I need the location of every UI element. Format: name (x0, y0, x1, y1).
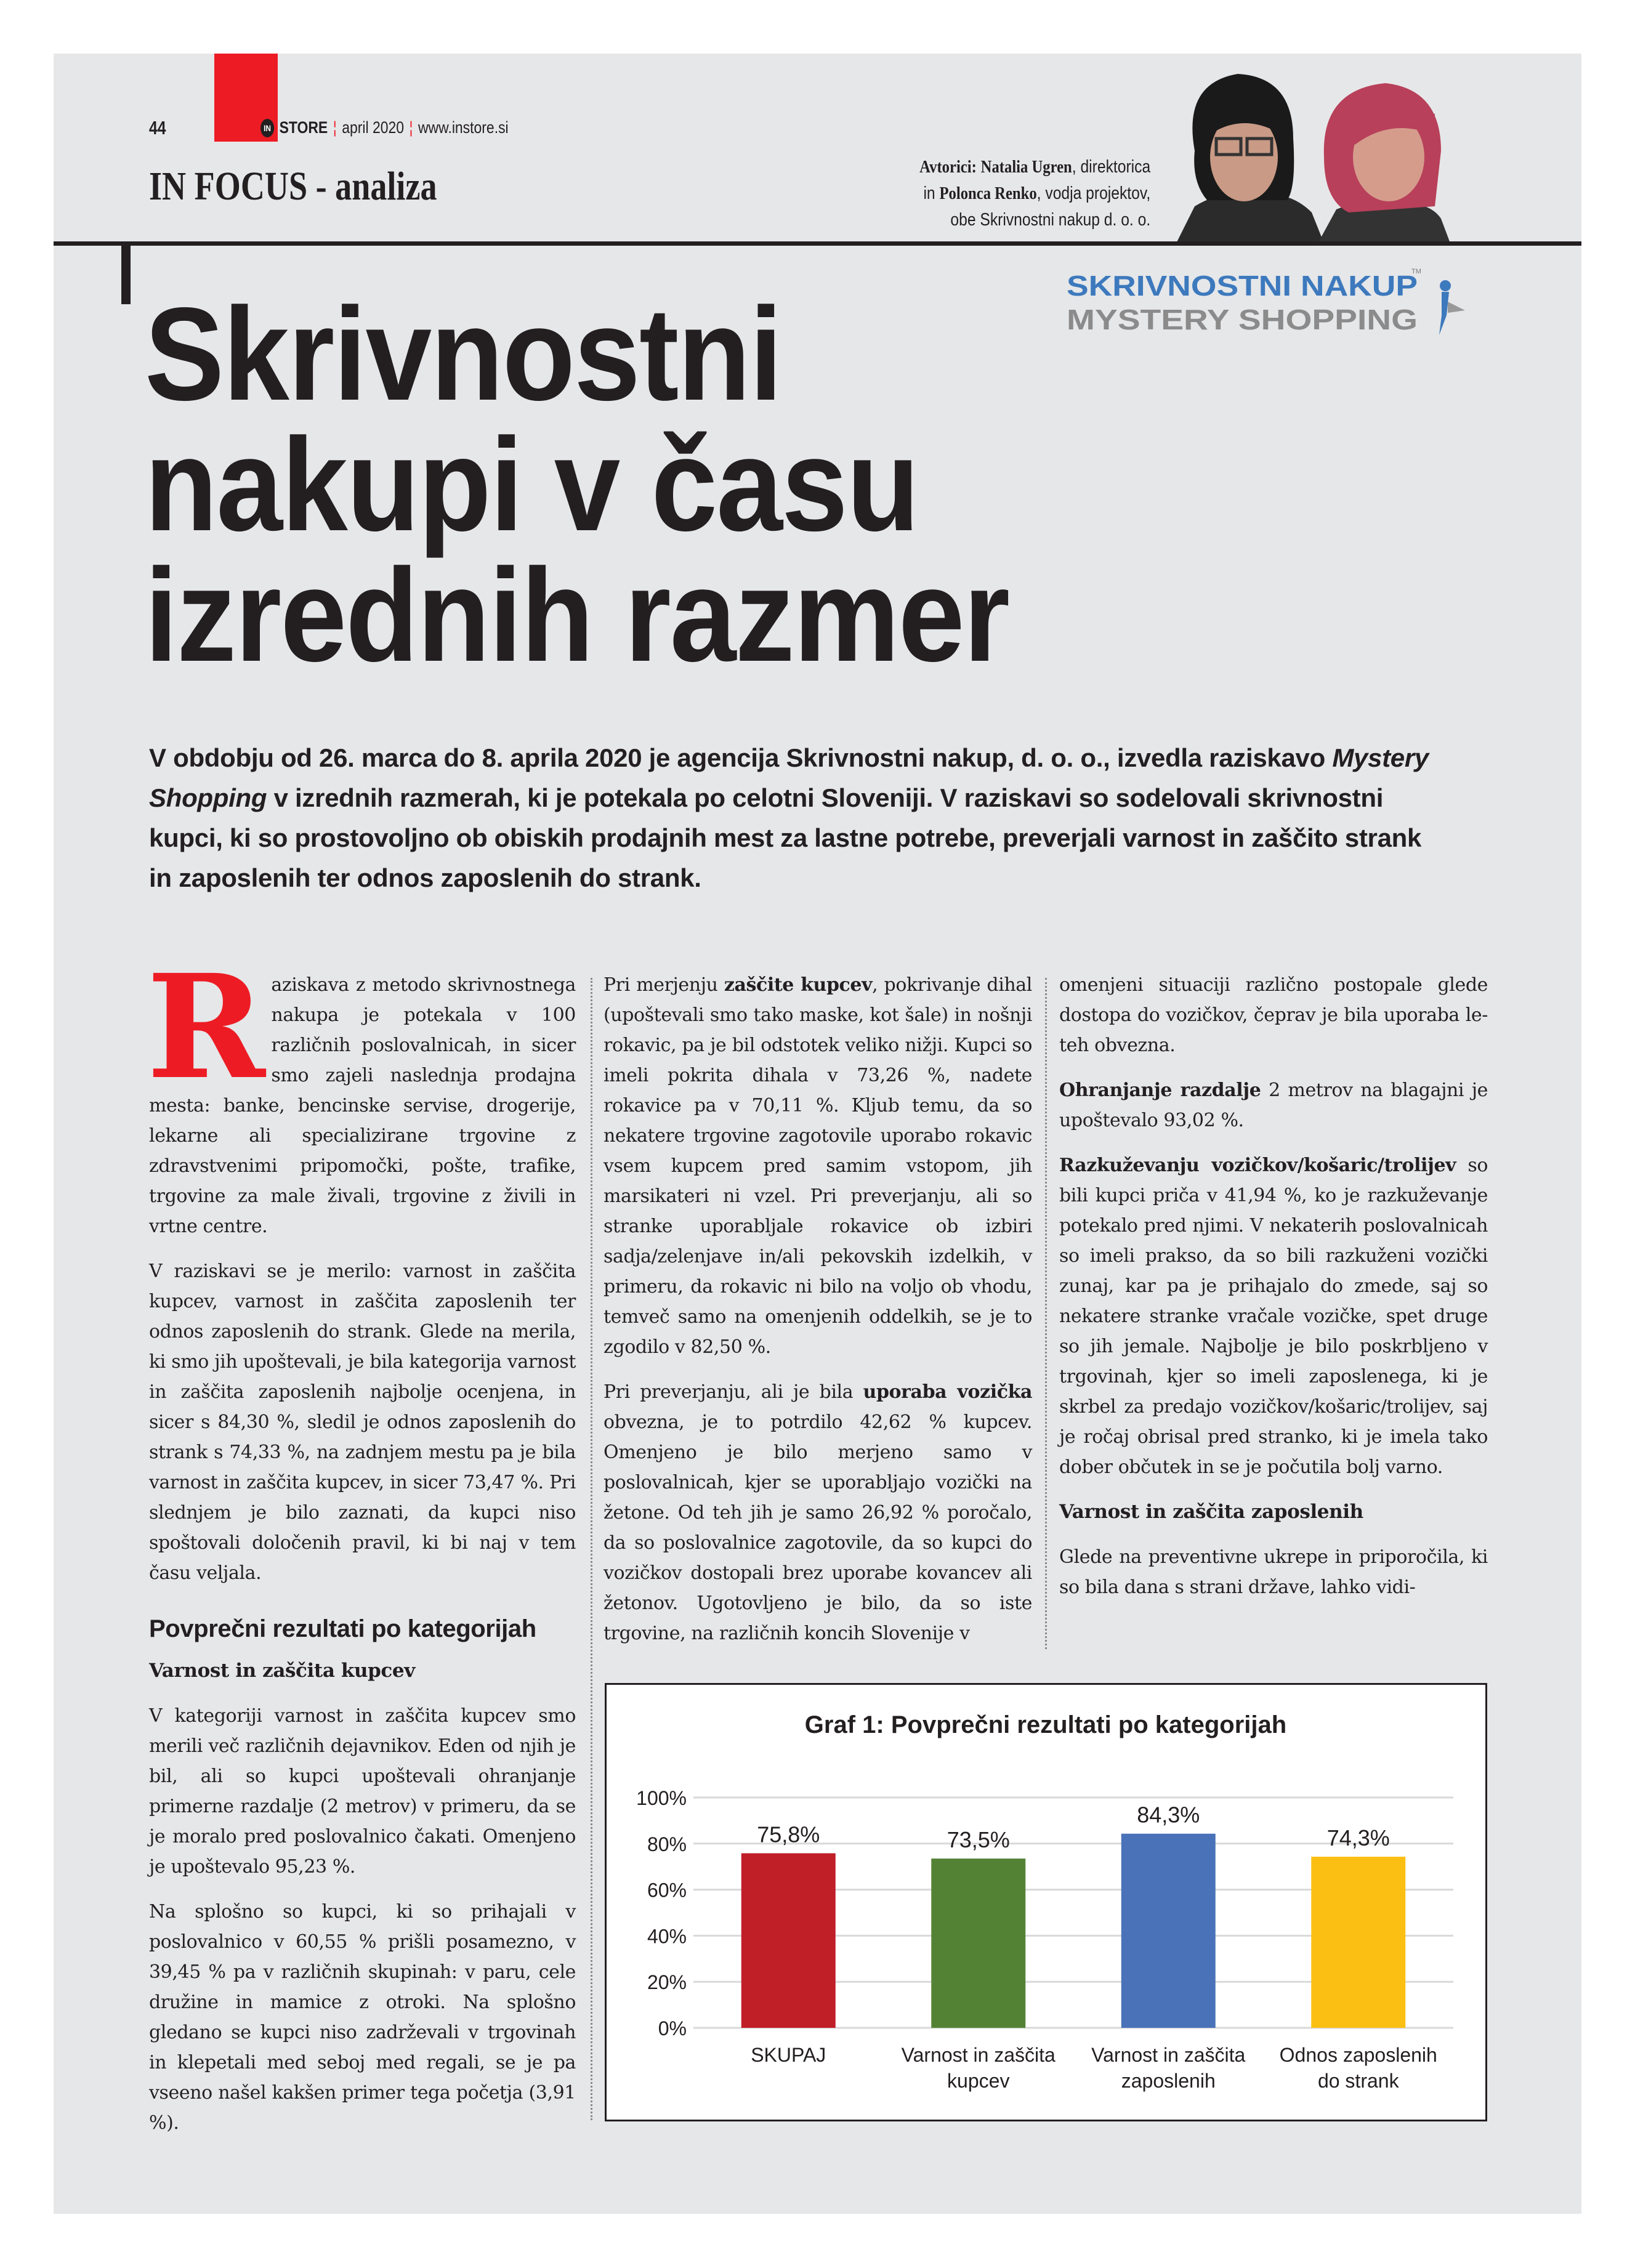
bold-phrase: uporaba vozička (863, 1381, 1033, 1403)
data-label: 75,8% (757, 1822, 820, 1847)
y-tick-label: 0% (658, 2017, 687, 2040)
subsection-heading: Varnost in zaščita zaposlenih (1059, 1501, 1363, 1523)
body-text: obvezna, je to potrdilo 42,62 % kupcev. … (604, 1411, 1032, 1644)
title-line: Skrivnostni (145, 280, 783, 428)
logo-line-1: SKRIVNOSTNI NAKUP (1067, 270, 1418, 302)
data-label: 84,3% (1137, 1802, 1200, 1828)
logo-line-2: MYSTERY SHOPPING (1067, 304, 1418, 336)
lead-text: v izrednih razmerah, ki je potekala po c… (149, 783, 1422, 892)
body-text: Na splošno so kupci, ki so prihajali v p… (149, 1901, 576, 2134)
body-paragraph: Glede na preventivne ukrepe in priporoči… (1059, 1542, 1488, 1602)
bar (741, 1853, 836, 2028)
author-name: Natalia Ugren (980, 157, 1072, 177)
body-paragraph: V raziskavi se je merilo: varnost in zaš… (149, 1256, 576, 1588)
bar-chart: Graf 1: Povprečni rezultati po kategorij… (605, 1683, 1487, 2121)
drop-cap: R (147, 943, 265, 1111)
logo-trademark: TM (1411, 268, 1421, 275)
body-paragraph: omenjeni situaciji različno postopale gl… (1059, 970, 1488, 1060)
title-line: nakupi v času (145, 410, 919, 559)
body-paragraph: Pri merjenju zaščite kupcev, pokrivanje … (604, 970, 1032, 1362)
article-title: Skrivnostni nakupi v času izrednih razme… (145, 280, 1010, 689)
author-photo-1 (1176, 74, 1324, 243)
page-number: 44 (149, 117, 166, 139)
body-paragraph: Razkuževanju vozičkov/košaric/trolijev s… (1059, 1150, 1488, 1482)
category-label: SKUPAJ (751, 2044, 826, 2066)
body-text: V kategoriji varnost in zaščita kupcev s… (149, 1705, 576, 1878)
body-paragraph: Ohranjanje razdalje 2 metrov na blagajni… (1059, 1075, 1488, 1136)
y-tick-label: 100% (636, 1787, 687, 1809)
article-column-2: Pri merjenju zaščite kupcev, pokrivanje … (604, 970, 1032, 1663)
category-label: Varnost in zaščita (902, 2044, 1056, 2066)
body-text: 2 metrov na blagajni je upoštevalo 93,02… (1059, 1080, 1488, 1131)
body-paragraph: Na splošno so kupci, ki so prihajali v p… (149, 1897, 576, 2138)
body-text: aziskava z metodo skrivnostnega nakupa j… (149, 974, 576, 1237)
column-divider (1045, 978, 1047, 1649)
category-label: Varnost in zaščita (1091, 2044, 1245, 2066)
y-tick-label: 40% (647, 1925, 687, 1947)
masthead: IN STORE ¦ april 2020 ¦ www.instore.si (260, 118, 509, 137)
mystery-shopping-logo: SKRIVNOSTNI NAKUP MYSTERY SHOPPING TM (1067, 268, 1465, 336)
y-tick-label: 60% (647, 1879, 687, 1902)
separator: ¦ (333, 118, 337, 137)
category-label: Odnos zaposlenih (1280, 2044, 1437, 2066)
author-photos (1176, 74, 1450, 243)
category-label: do strank (1318, 2070, 1400, 2092)
bar (1311, 1857, 1406, 2028)
body-text: Pri merjenju (604, 974, 724, 996)
bar (931, 1858, 1026, 2028)
subsection-heading: Varnost in zaščita kupcev (149, 1660, 415, 1682)
byline-label: Avtorici: (919, 157, 977, 177)
bold-phrase: zaščite kupcev (724, 974, 873, 996)
y-tick-label: 20% (647, 1971, 687, 1993)
author-role: , vodja projektov, (1036, 184, 1150, 203)
section-heading: Povprečni rezultati po kategorijah (149, 1615, 536, 1642)
byline-joiner: in (923, 184, 940, 203)
bar (1121, 1833, 1216, 2028)
body-text: Pri preverjanju, ali je bila (604, 1381, 863, 1403)
data-label: 74,3% (1327, 1825, 1390, 1850)
data-label: 73,5% (947, 1827, 1010, 1852)
lead-text: V obdobju od 26. marca do 8. aprila 2020… (149, 743, 1333, 772)
brand-name: STORE (279, 118, 328, 137)
category-label: zaposlenih (1121, 2070, 1216, 2092)
chart-canvas: Graf 1: Povprečni rezultati po kategorij… (636, 1711, 1453, 2092)
running-figure-icon (1439, 280, 1465, 335)
body-text: , pokrivanje dihal (upoštevali smo tako … (604, 974, 1032, 1358)
article-lead: V obdobju od 26. marca do 8. aprila 2020… (149, 738, 1448, 898)
body-text: V raziskavi se je merilo: varnost in zaš… (149, 1261, 576, 1584)
category-label: kupcev (947, 2070, 1009, 2092)
header-rule (54, 241, 1581, 246)
body-text: Glede na preventivne ukrepe in priporoči… (1059, 1546, 1488, 1598)
body-paragraph: Pri preverjanju, ali je bila uporaba voz… (604, 1377, 1032, 1649)
rule-tick-mark (121, 246, 131, 304)
bold-phrase: Razkuževanju vozičkov/košaric/trolijev (1059, 1155, 1456, 1176)
section-title: IN FOCUS - analiza (149, 164, 437, 209)
website-link[interactable]: www.instore.si (418, 118, 509, 137)
article-column-3: omenjeni situaciji različno postopale gl… (1059, 970, 1488, 1617)
y-tick-label: 80% (647, 1833, 687, 1855)
body-text: omenjeni situaciji različno postopale gl… (1059, 974, 1488, 1056)
author-company: obe Skrivnostni nakup d. o. o. (950, 210, 1150, 230)
author-role: , direktorica (1072, 157, 1150, 177)
author-byline: Avtorici: Natalia Ugren, direktorica in … (919, 154, 1150, 233)
separator: ¦ (409, 118, 413, 137)
title-line: izrednih razmer (145, 541, 1010, 689)
column-divider (591, 978, 592, 2120)
bold-phrase: Ohranjanje razdalje (1059, 1080, 1261, 1101)
body-paragraph: V kategoriji varnost in zaščita kupcev s… (149, 1701, 576, 1882)
body-text: so bili kupci priča v 41,94 %, ko je raz… (1059, 1155, 1488, 1478)
lead-emphasis: Mystery Shopping (149, 743, 1429, 812)
brand-badge-icon: IN (260, 118, 275, 137)
author-photo-2 (1318, 83, 1450, 243)
issue-date: april 2020 (342, 118, 405, 137)
chart-title: Graf 1: Povprečni rezultati po kategorij… (805, 1711, 1286, 1738)
author-name: Polonca Renko (939, 184, 1037, 203)
